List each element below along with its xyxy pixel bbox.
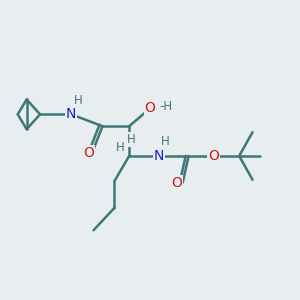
Text: N: N: [154, 149, 164, 163]
Text: H: H: [116, 141, 125, 154]
Text: O: O: [171, 176, 182, 190]
Text: O: O: [145, 101, 155, 116]
Text: -H: -H: [160, 100, 173, 113]
Text: O: O: [208, 149, 219, 163]
Text: H: H: [74, 94, 83, 106]
Text: N: N: [66, 107, 76, 121]
Text: H: H: [127, 133, 136, 146]
Text: H: H: [161, 135, 170, 148]
Text: O: O: [83, 146, 94, 160]
